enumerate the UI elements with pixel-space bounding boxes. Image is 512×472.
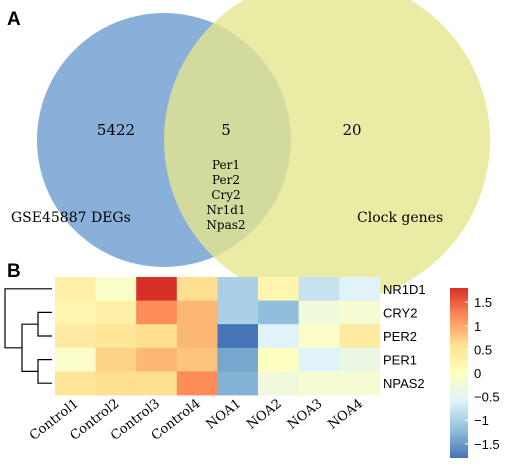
heatmap-row-labels: NR1D1 CRY2 PER2 PER1 NPAS2 [383, 282, 426, 391]
heatmap-cell [217, 324, 259, 349]
heatmap-cell [339, 324, 381, 349]
venn-panel: A 5422 5 20 Per1 Per2 Cry2 Nr1d1 Npas2 G… [7, 0, 490, 303]
heatmap-cell [176, 347, 218, 372]
heatmap-cell [176, 300, 218, 325]
panel-b-letter: B [7, 261, 21, 282]
heatmap-cell [339, 371, 381, 396]
heatmap-cell [217, 277, 259, 301]
heatmap-cell [176, 324, 218, 349]
heatmap-cell [95, 300, 137, 325]
heatmap-cell [258, 324, 299, 349]
heatmap-cell [298, 277, 340, 301]
heatmap-cell [339, 277, 381, 301]
heatmap-cell [55, 277, 96, 301]
heatmap-cell [298, 300, 340, 325]
heatmap-cell [95, 277, 137, 301]
heatmap-cell [176, 277, 218, 301]
heatmap-cell [217, 300, 259, 325]
venn-circle-clock [164, 0, 490, 303]
heatmap-column-label: NOA1 [204, 396, 245, 432]
overlap-gene: Per1 [212, 158, 240, 172]
heatmap-cell [298, 371, 340, 396]
heatmap-column-label: NOA2 [244, 396, 285, 432]
heatmap-cell [217, 371, 259, 396]
venn-left-only-count: 5422 [97, 121, 135, 139]
heatmap-cell [339, 300, 381, 325]
overlap-gene: Npas2 [206, 218, 245, 232]
heatmap-cell [55, 324, 96, 349]
heatmap-cell [258, 371, 299, 396]
heatmap-cell [136, 324, 178, 349]
heatmap-cell [55, 300, 96, 325]
venn-left-set-label: GSE45887 DEGs [11, 210, 131, 226]
heatmap-row-label: PER2 [383, 329, 417, 344]
venn-overlap-count: 5 [221, 121, 231, 139]
heatmap-row-label: NR1D1 [383, 282, 426, 297]
colorbar-tick-label: −1 [474, 413, 489, 428]
heatmap-column-label: NOA3 [285, 396, 326, 432]
heatmap-cell [258, 347, 299, 372]
heatmap-cell [136, 371, 178, 396]
venn-right-only-count: 20 [342, 121, 361, 139]
colorbar-tick-label: 0.5 [474, 342, 492, 357]
panel-a-letter: A [7, 9, 21, 30]
colorbar-gradient [450, 288, 468, 458]
colorbar-tick-label: 0 [474, 366, 481, 381]
heatmap-grid [55, 277, 381, 396]
overlap-gene: Nr1d1 [206, 203, 245, 217]
row-dendrogram [4, 288, 52, 384]
heatmap-cell [55, 371, 96, 396]
heatmap-panel: B NR1D1 CRY2 PER2 PER1 NPAS2 Control1Control… [4, 261, 500, 458]
colorbar-tick-label: 1.5 [474, 295, 492, 310]
colorbar-tick-label: −1.5 [474, 437, 500, 452]
heatmap-cell [339, 347, 381, 372]
dendrogram-branch [4, 288, 52, 349]
heatmap-cell [136, 300, 178, 325]
dendrogram-branch [37, 311, 52, 337]
dendrogram-branch [37, 359, 52, 384]
dendrogram-branch [21, 323, 38, 372]
heatmap-row-label: NPAS2 [383, 376, 425, 391]
heatmap-cell [136, 347, 178, 372]
venn-right-set-label: Clock genes [357, 210, 443, 226]
heatmap-cell [298, 347, 340, 372]
heatmap-cell [258, 277, 299, 301]
heatmap-cell [55, 347, 96, 372]
colorbar-tick-label: −0.5 [474, 390, 500, 405]
heatmap-row-label: CRY2 [383, 305, 417, 320]
colorbar-tick-label: 1 [474, 319, 481, 334]
overlap-gene: Per2 [212, 173, 240, 187]
overlap-gene: Cry2 [211, 188, 240, 202]
heatmap-row-label: PER1 [383, 353, 417, 368]
heatmap-cell [258, 300, 299, 325]
heatmap-cell [176, 371, 218, 396]
heatmap-cell [298, 324, 340, 349]
heatmap-cell [136, 277, 178, 301]
heatmap-column-label: NOA4 [325, 396, 366, 432]
heatmap-cell [217, 347, 259, 372]
heatmap-cell [95, 324, 137, 349]
heatmap-cell [95, 347, 137, 372]
colorbar: 1.5 1 0.5 0 −0.5 −1 −1.5 [450, 288, 500, 458]
heatmap-cell [95, 371, 137, 396]
